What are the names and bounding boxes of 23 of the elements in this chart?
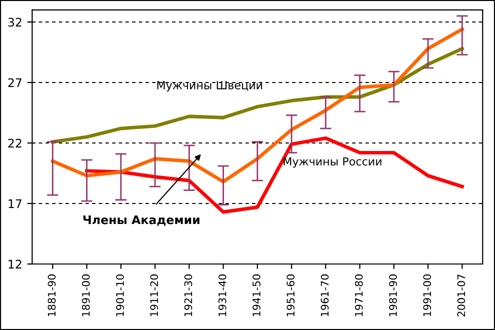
x-tick-label: 1981-90 xyxy=(389,274,397,316)
y-tick-label: 12 xyxy=(8,260,22,268)
line-series xyxy=(85,136,464,214)
x-tick-label: 1921-30 xyxy=(184,274,192,316)
text: Члены Академии xyxy=(83,215,200,226)
x-tick-label: 2001-07 xyxy=(457,274,466,316)
y-tick-label: 27 xyxy=(8,78,22,87)
x-tick-label: 1971-80 xyxy=(354,274,363,316)
x-tick-label: 1951-60 xyxy=(286,274,295,316)
y-tick-label: 32 xyxy=(8,18,22,27)
x-tick-label: 1901-10 xyxy=(116,274,124,316)
series-label: Мужчины Швеции xyxy=(157,81,262,92)
y-tick-label: 17 xyxy=(8,199,22,208)
y-tick-label: 22 xyxy=(8,138,22,148)
x-tick-label: 1881-90 xyxy=(48,274,56,316)
x-tick-label: 1961-70 xyxy=(320,274,329,316)
series-label: Мужчины России xyxy=(284,157,382,168)
x-tick-label: 1941-50 xyxy=(252,274,260,316)
x-tick-label: 1911-20 xyxy=(150,274,158,316)
x-tick-label: 1891-00 xyxy=(82,274,90,316)
x-tick-label: 1931-40 xyxy=(218,274,226,316)
line-series xyxy=(50,28,464,184)
x-tick-label: 1991-00 xyxy=(423,274,432,316)
